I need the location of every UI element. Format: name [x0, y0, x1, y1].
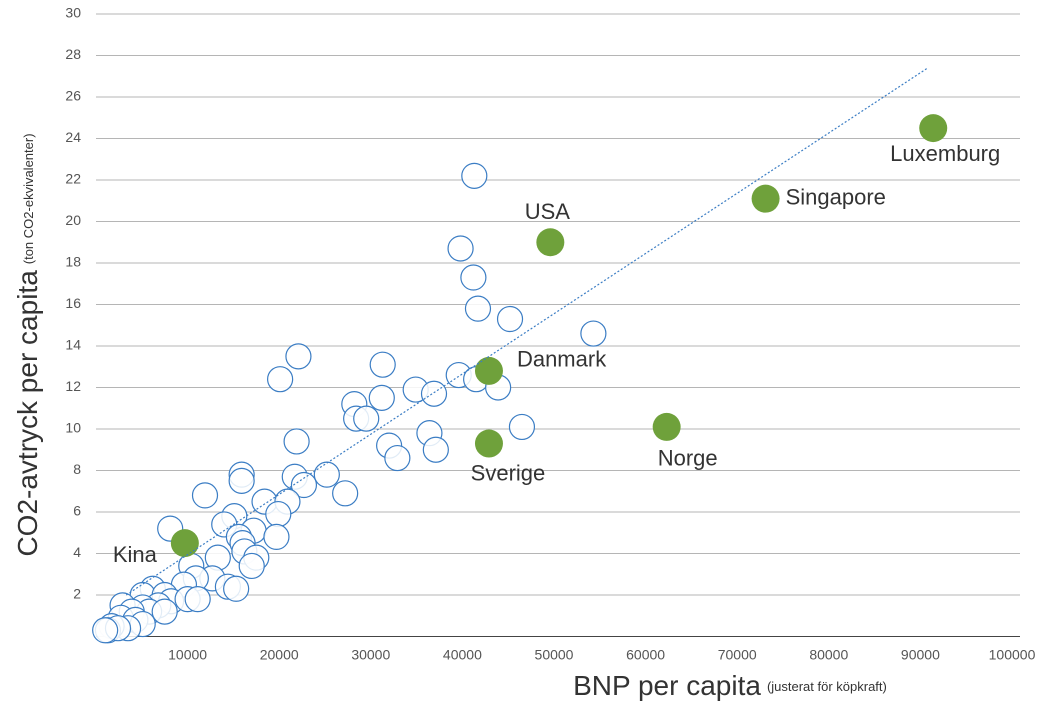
- point-label: Kina: [113, 542, 158, 567]
- y-tick-label: 22: [65, 171, 81, 187]
- point: [313, 461, 340, 488]
- y-axis-label: CO2-avtryck per capita (ton CO2-ekvivalen…: [12, 133, 43, 556]
- y-tick-label: 12: [65, 378, 81, 394]
- y-tick-label: 2: [73, 586, 81, 602]
- y-tick-label: 28: [65, 46, 81, 62]
- point: [461, 162, 488, 189]
- point-label: Singapore: [786, 184, 886, 209]
- y-tick-label: 24: [65, 129, 81, 145]
- highlight-point: [170, 529, 199, 558]
- y-tick-label: 16: [65, 295, 81, 311]
- highlight-point: [919, 114, 948, 143]
- x-tick-label: 80000: [809, 647, 848, 663]
- point: [191, 482, 219, 509]
- point: [464, 295, 492, 322]
- point: [508, 413, 536, 441]
- x-tick-label: 90000: [901, 647, 940, 663]
- point: [92, 617, 119, 644]
- highlight-point: [474, 429, 503, 458]
- x-tick-label: 30000: [351, 647, 390, 663]
- point: [447, 235, 474, 262]
- point: [580, 320, 607, 347]
- point: [290, 471, 318, 499]
- y-tick-label: 6: [73, 503, 81, 519]
- point-label: Luxemburg: [890, 141, 1000, 166]
- point: [265, 500, 292, 528]
- y-tick-label: 18: [65, 254, 81, 270]
- highlight-point: [474, 356, 503, 385]
- point: [267, 366, 294, 393]
- y-label-main: CO2-avtryck per capita: [12, 270, 43, 557]
- point: [460, 264, 487, 291]
- x-label-note: (justerat för köpkraft): [767, 679, 887, 694]
- x-tick-label: 60000: [626, 647, 665, 663]
- y-tick-label: 14: [65, 337, 81, 353]
- point: [384, 444, 411, 472]
- y-label-note: (ton CO2-ekvivalenter): [21, 133, 36, 264]
- point: [223, 575, 250, 602]
- y-tick-label: 20: [65, 212, 81, 228]
- point: [368, 384, 395, 411]
- point: [151, 598, 178, 625]
- point: [184, 586, 211, 613]
- x-tick-label: 100000: [989, 647, 1036, 663]
- point: [332, 480, 359, 507]
- x-tick-label: 10000: [168, 647, 207, 663]
- point: [283, 428, 310, 455]
- y-tick-label: 30: [65, 5, 81, 21]
- highlight-point: [751, 184, 780, 213]
- point: [238, 552, 265, 580]
- x-tick-label: 40000: [443, 647, 482, 663]
- point: [285, 343, 312, 370]
- point: [369, 351, 396, 378]
- x-tick-label: 20000: [260, 647, 299, 663]
- point: [496, 305, 524, 333]
- point-label: Danmark: [517, 347, 607, 372]
- point: [353, 405, 380, 432]
- x-tick-label: 70000: [718, 647, 757, 663]
- point: [422, 436, 449, 463]
- point-label: Sverige: [471, 460, 546, 485]
- x-tick-label: 50000: [535, 647, 574, 663]
- point: [420, 380, 448, 407]
- x-label-main: BNP per capita: [573, 670, 761, 701]
- y-tick-label: 26: [65, 88, 81, 104]
- point: [228, 467, 255, 494]
- point-label: Norge: [658, 446, 718, 471]
- y-tick-label: 4: [73, 544, 81, 560]
- point-label: USA: [525, 199, 571, 224]
- point: [263, 523, 290, 551]
- y-tick-label: 10: [65, 420, 81, 436]
- y-tick-label: 8: [73, 461, 81, 477]
- highlight-point: [652, 412, 681, 441]
- highlight-point: [536, 228, 565, 257]
- x-axis-label: BNP per capita (justerat för köpkraft): [573, 670, 887, 701]
